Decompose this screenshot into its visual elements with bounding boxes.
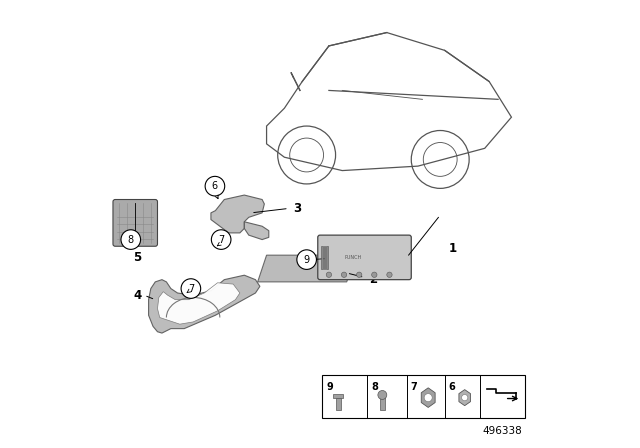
Text: 7: 7: [218, 235, 224, 245]
Circle shape: [121, 230, 141, 250]
Text: 4: 4: [134, 289, 142, 302]
Circle shape: [326, 272, 332, 277]
FancyBboxPatch shape: [318, 235, 412, 280]
Text: 496338: 496338: [483, 426, 523, 436]
Circle shape: [211, 230, 231, 250]
Circle shape: [205, 177, 225, 196]
Circle shape: [181, 279, 201, 298]
Circle shape: [372, 272, 377, 277]
Circle shape: [461, 395, 468, 401]
Polygon shape: [258, 255, 356, 282]
Bar: [324, 246, 325, 268]
Polygon shape: [333, 394, 343, 398]
Circle shape: [356, 272, 362, 277]
Text: 7: 7: [410, 382, 417, 392]
Polygon shape: [244, 222, 269, 240]
Circle shape: [341, 272, 347, 277]
Polygon shape: [148, 275, 260, 333]
Bar: [380, 397, 385, 410]
Polygon shape: [157, 283, 240, 324]
Text: 2: 2: [369, 273, 377, 286]
Circle shape: [424, 394, 432, 402]
Text: 9: 9: [303, 254, 310, 265]
Bar: [335, 398, 341, 410]
Circle shape: [297, 250, 316, 269]
Text: 6: 6: [212, 181, 218, 191]
Polygon shape: [459, 390, 470, 405]
FancyBboxPatch shape: [113, 199, 157, 246]
Text: 8: 8: [371, 382, 378, 392]
Text: 6: 6: [448, 382, 455, 392]
Bar: [321, 246, 323, 268]
Text: 8: 8: [128, 235, 134, 245]
Polygon shape: [211, 195, 264, 233]
Text: 5: 5: [133, 251, 141, 264]
Text: PUNCH: PUNCH: [345, 255, 362, 260]
Text: 7: 7: [188, 284, 194, 293]
Text: 9: 9: [326, 382, 333, 392]
Bar: [326, 246, 328, 268]
Circle shape: [387, 272, 392, 277]
Polygon shape: [421, 388, 435, 407]
Text: 3: 3: [293, 202, 301, 215]
Text: 1: 1: [449, 242, 457, 255]
Circle shape: [378, 391, 387, 400]
Bar: [322, 375, 525, 418]
